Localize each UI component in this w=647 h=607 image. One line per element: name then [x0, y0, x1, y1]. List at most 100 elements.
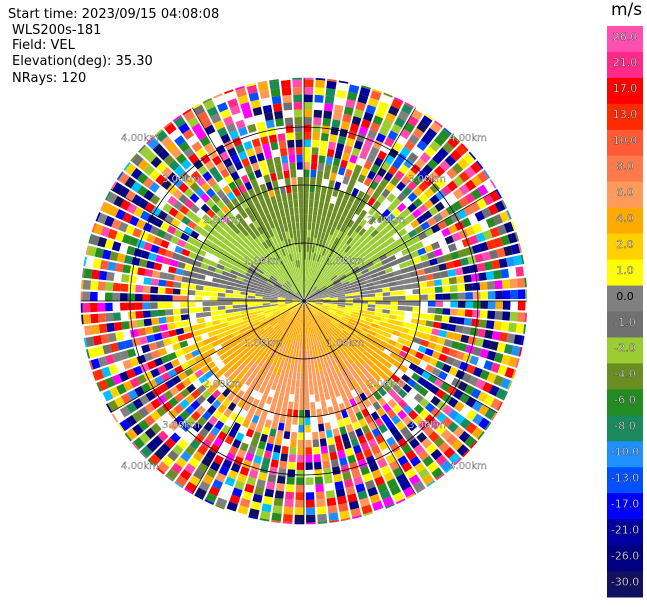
range-gate	[427, 307, 436, 314]
range-gate	[363, 350, 372, 359]
range-gate	[481, 251, 491, 262]
range-gate	[351, 116, 362, 126]
range-gate	[427, 294, 436, 300]
range-gate	[369, 326, 378, 333]
range-gate	[397, 305, 406, 311]
range-gate	[300, 364, 304, 373]
range-gate	[338, 166, 346, 176]
range-gate	[383, 360, 393, 369]
range-gate	[326, 367, 333, 376]
range-gate	[311, 245, 316, 253]
range-gate	[312, 371, 317, 380]
range-gate	[304, 109, 313, 118]
range-gate	[308, 275, 312, 283]
range-gate	[306, 334, 309, 343]
range-gate	[312, 139, 320, 148]
range-gate	[312, 431, 319, 440]
range-gate	[337, 82, 349, 92]
range-gate	[309, 260, 313, 268]
range-gate	[321, 275, 328, 283]
range-gate	[304, 124, 312, 133]
range-gate	[315, 296, 323, 299]
range-gate	[376, 329, 385, 336]
range-gate	[429, 182, 441, 194]
range-gate	[465, 226, 476, 237]
range-gate	[396, 256, 406, 264]
range-gate	[304, 304, 306, 313]
range-gate	[313, 307, 320, 313]
range-gate	[337, 418, 345, 428]
range-gate	[346, 407, 355, 417]
range-gate	[417, 376, 427, 386]
range-gate	[402, 486, 415, 498]
range-gate	[353, 475, 364, 486]
range-gate	[406, 213, 416, 223]
range-gate	[310, 318, 314, 327]
range-gate	[313, 269, 318, 277]
range-gate	[386, 192, 397, 203]
range-gate	[413, 415, 424, 426]
range-gate	[367, 304, 376, 308]
range-gate	[329, 519, 339, 523]
range-gate	[470, 387, 482, 399]
range-gate	[314, 476, 324, 485]
range-gate	[342, 234, 350, 243]
range-gate	[363, 160, 373, 170]
range-gate	[304, 192, 309, 200]
range-gate	[390, 301, 398, 306]
range-gate	[384, 112, 397, 123]
range-gate	[331, 119, 341, 129]
range-gate	[325, 268, 332, 276]
range-gate	[306, 292, 313, 299]
range-gate	[314, 303, 323, 307]
range-gate	[350, 283, 359, 288]
range-gate	[307, 301, 316, 303]
range-gate	[422, 210, 433, 221]
range-gate	[305, 290, 309, 298]
range-gate	[470, 161, 482, 174]
range-gate	[351, 362, 359, 371]
range-gate	[330, 262, 337, 270]
range-gate	[317, 282, 324, 289]
range-gate	[387, 318, 396, 325]
range-gate	[343, 478, 354, 488]
range-gate	[304, 207, 309, 215]
range-gate	[329, 172, 337, 181]
range-gate	[389, 310, 398, 315]
range-gate	[410, 342, 420, 351]
range-gate	[369, 493, 381, 504]
range-gate	[307, 334, 311, 343]
range-gate	[411, 109, 423, 121]
range-gate	[413, 337, 422, 345]
range-gate	[307, 299, 316, 301]
range-gate	[305, 304, 309, 312]
range-gate	[375, 108, 387, 119]
range-gate	[304, 334, 307, 343]
range-gate	[314, 278, 320, 286]
range-gate	[359, 497, 371, 508]
range-gate	[409, 270, 418, 278]
range-gate	[362, 472, 373, 483]
range-gate	[507, 267, 517, 278]
range-gate	[368, 330, 377, 337]
range-gate	[315, 370, 321, 379]
range-gate	[304, 289, 307, 298]
range-gate	[343, 416, 352, 426]
range-gate	[424, 244, 434, 253]
range-gate	[479, 348, 489, 359]
range-gate	[308, 319, 311, 327]
range-gate	[450, 301, 458, 308]
range-gate	[330, 320, 338, 327]
range-gate	[319, 438, 327, 447]
range-gate	[347, 228, 355, 237]
range-gate	[323, 249, 330, 258]
range-gate	[315, 303, 323, 306]
range-gate	[353, 256, 362, 263]
range-gate	[442, 404, 453, 416]
range-gate	[506, 333, 516, 344]
range-gate	[474, 253, 484, 263]
range-gate	[365, 234, 374, 243]
range-gate	[435, 293, 443, 300]
colorbar-unit-label: m/s	[611, 0, 643, 20]
range-gate	[524, 312, 527, 323]
